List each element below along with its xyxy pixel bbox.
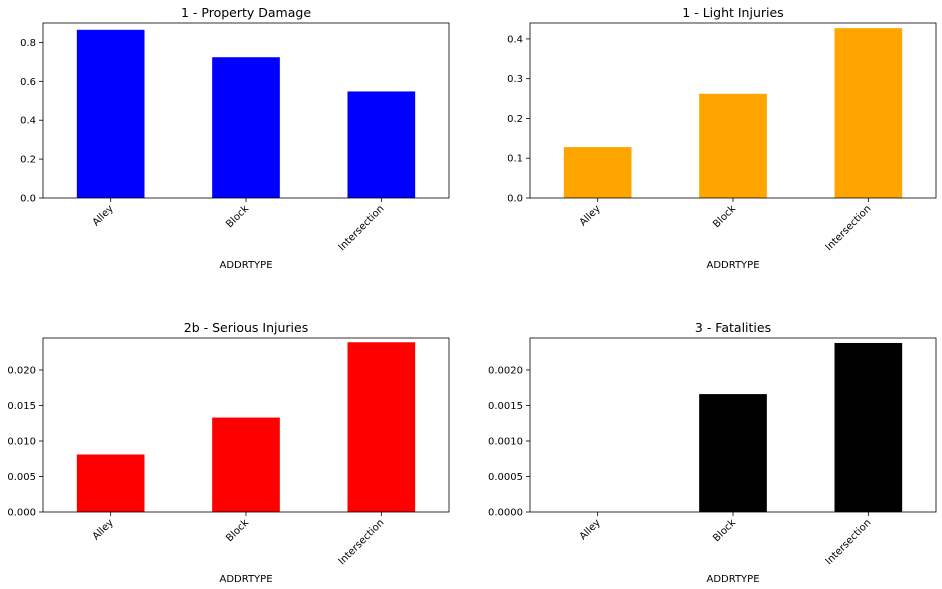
x-axis-label: ADDRTYPE: [706, 574, 759, 585]
x-tick-label: Alley: [578, 517, 603, 542]
chart-panel-3: 0.000 0.005 0.010 0.015 0.020 Alley Block Inter…: [7, 320, 450, 585]
y-tick-label: 0.020: [7, 365, 36, 376]
x-tick-label: Intersection: [337, 203, 387, 253]
x-tick-label: Block: [224, 203, 251, 230]
y-tick-label: 0.0005: [488, 472, 523, 483]
bar-intersection: [834, 28, 903, 198]
y-tick-label: 0.4: [507, 34, 523, 45]
chart-panel-2: 0.0 0.1 0.2 0.3 0.4 Alley Block Intersection ADD…: [507, 5, 937, 271]
chart-title: 1 - Property Damage: [181, 5, 311, 20]
chart-title: 2b - Serious Injuries: [184, 320, 308, 335]
x-axis-label: ADDRTYPE: [219, 574, 272, 585]
y-tick-label: 0.0: [507, 194, 523, 205]
bar-alley: [76, 454, 145, 512]
bar-alley: [563, 147, 632, 198]
y-tick-label: 0.6: [20, 77, 36, 88]
y-tick-label: 0.005: [7, 472, 36, 483]
x-tick-label: Alley: [578, 203, 603, 228]
chart-title: 3 - Fatalities: [695, 320, 771, 335]
y-tick-label: 0.2: [507, 114, 523, 125]
bar-intersection: [347, 342, 416, 512]
y-tick-label: 0.3: [507, 74, 523, 85]
x-tick-label: Alley: [91, 203, 116, 228]
y-tick-label: 0.0020: [488, 365, 523, 376]
x-tick-label: Alley: [91, 517, 116, 542]
bar-alley: [76, 29, 145, 198]
x-tick-label: Block: [711, 203, 738, 230]
bar-block: [699, 93, 767, 198]
y-tick-label: 0.0010: [488, 436, 523, 447]
x-tick-label: Block: [711, 517, 738, 544]
bar-block: [212, 57, 280, 198]
x-tick-label: Intersection: [824, 203, 874, 253]
y-tick-label: 0.0: [20, 194, 36, 205]
y-tick-label: 0.1: [507, 154, 523, 165]
x-axis-label: ADDRTYPE: [706, 260, 759, 271]
y-tick-label: 0.015: [7, 401, 36, 412]
y-tick-label: 0.010: [7, 436, 36, 447]
y-tick-label: 0.000: [7, 508, 36, 519]
y-tick-label: 0.4: [20, 116, 36, 127]
y-tick-label: 0.2: [20, 155, 36, 166]
y-tick-label: 0.0015: [488, 401, 523, 412]
chart-panel-4: 0.0000 0.0005 0.0010 0.0015 0.0020 Alley Block…: [488, 320, 937, 585]
bar-block: [212, 417, 280, 512]
y-tick-label: 0.0000: [488, 508, 523, 519]
y-tick-label: 0.8: [20, 38, 36, 49]
bar-intersection: [834, 342, 903, 512]
x-axis-label: ADDRTYPE: [219, 260, 272, 271]
chart-panel-1: 0.0 0.2 0.4 0.6 0.8 Alley Block Intersection ADD…: [20, 5, 450, 271]
bar-block: [699, 394, 767, 512]
bar-intersection: [347, 91, 416, 198]
x-tick-label: Intersection: [337, 517, 387, 567]
chart-title: 1 - Light Injuries: [682, 5, 783, 20]
x-tick-label: Block: [224, 517, 251, 544]
x-tick-label: Intersection: [824, 517, 874, 567]
